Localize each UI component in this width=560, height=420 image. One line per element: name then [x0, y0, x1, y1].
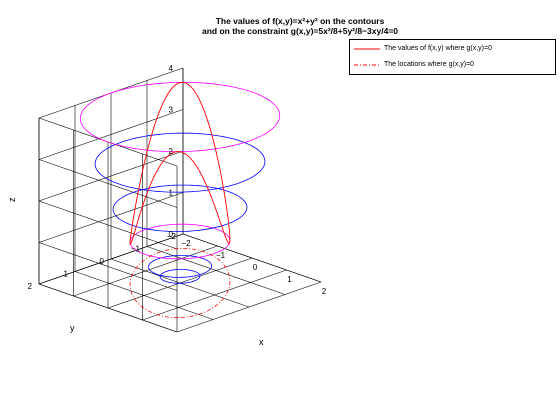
- y-axis-label: y: [70, 323, 75, 333]
- x-tick-label: 1: [287, 275, 292, 284]
- legend: The values of f(x,y) where g(x,y)=0 The …: [349, 39, 556, 75]
- y-axis-line: [38, 233, 184, 285]
- axes: [38, 68, 322, 285]
- z-tick-label: 3: [169, 106, 174, 115]
- x-tick-label: 0: [253, 263, 258, 272]
- chart-title-text-1: The values of f(x,y)=x²+y² on the contou…: [215, 16, 385, 26]
- constraint-location-curve: [129, 247, 231, 319]
- z-tick-label: 4: [169, 64, 174, 73]
- z-tick-label: 0: [169, 230, 174, 239]
- y-tick-label: 1: [64, 270, 69, 279]
- legend-dashdot-line-icon: [354, 64, 380, 66]
- z-axis-label: z: [7, 197, 17, 202]
- legend-label: The locations where g(x,y)=0: [384, 61, 475, 68]
- contour-circles: [79, 82, 281, 284]
- legend-label: The values of f(x,y) where g(x,y)=0: [384, 45, 492, 52]
- contour-level-circle: [79, 82, 281, 153]
- x-tick-label: 2: [322, 287, 327, 296]
- x-axis-line: [182, 233, 322, 283]
- contour-level-circle: [112, 184, 248, 232]
- x-axis-label: x: [259, 337, 264, 347]
- constraint-value-curve: [129, 81, 231, 245]
- z-tick-label: 2: [169, 147, 174, 156]
- grid-lines: [38, 67, 322, 333]
- y-tick-label: 0: [100, 257, 105, 266]
- z-tick-label: 1: [169, 189, 174, 198]
- legend-entry: The locations where g(x,y)=0: [350, 59, 555, 71]
- chart-title-text-2: and on the constraint g(x,y)=5x²/8+5y²/8…: [201, 26, 399, 36]
- y-tick-label: −2: [167, 232, 177, 241]
- tick-labels: 0 1 2 3 4 −2 −1 0 1 2 −2 −1 0 1 2: [28, 64, 327, 296]
- legend-entry: The values of f(x,y) where g(x,y)=0: [350, 43, 555, 55]
- contour-level-circle: [129, 223, 231, 260]
- contour-level-circle: [148, 254, 212, 278]
- x-tick-label: −1: [216, 251, 226, 260]
- floor-grid-line: [74, 271, 214, 320]
- legend-solid-line-icon: [354, 48, 380, 50]
- series-lines: [129, 81, 231, 319]
- chart-title-line-2: and on the constraint g(x,y)=5x²/8+5y²/8…: [130, 26, 470, 36]
- x-tick-label: −2: [181, 239, 191, 248]
- chart-title-line-1: The values of f(x,y)=x²+y² on the contou…: [130, 16, 470, 26]
- y-tick-label: 2: [28, 282, 33, 291]
- y-tick-label: −1: [131, 245, 141, 254]
- contour-level-circle: [94, 132, 266, 193]
- floor-grid-line: [146, 246, 286, 295]
